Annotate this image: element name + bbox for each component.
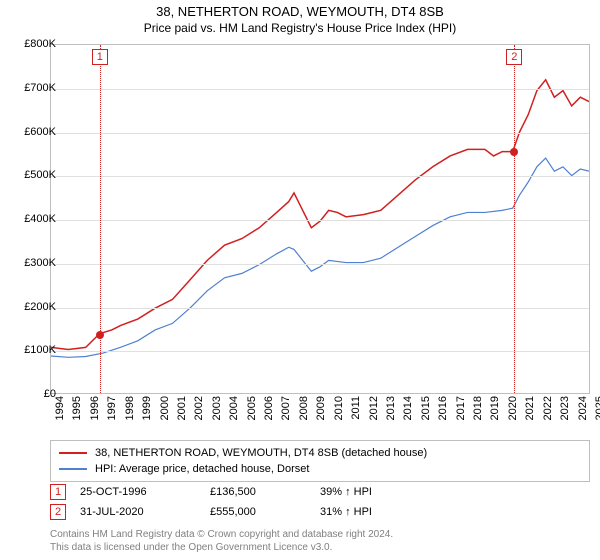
x-axis-label: 2019 xyxy=(489,396,501,436)
chart-lines-svg xyxy=(51,45,589,393)
legend-swatch xyxy=(59,452,87,454)
x-axis-label: 1995 xyxy=(71,396,83,436)
x-axis-label: 2013 xyxy=(385,396,397,436)
legend-box: 38, NETHERTON ROAD, WEYMOUTH, DT4 8SB (d… xyxy=(50,440,590,482)
x-axis-label: 2012 xyxy=(368,396,380,436)
chart-marker-box: 1 xyxy=(92,49,108,65)
y-axis-label: £700K xyxy=(6,82,56,94)
x-axis-label: 2021 xyxy=(524,396,536,436)
transactions-table: 1 25-OCT-1996 £136,500 39% ↑ HPI 2 31-JU… xyxy=(50,482,590,522)
legend-label: HPI: Average price, detached house, Dors… xyxy=(95,463,309,475)
y-axis-label: £400K xyxy=(6,213,56,225)
transaction-date: 25-OCT-1996 xyxy=(80,486,210,498)
legend-swatch xyxy=(59,468,87,470)
x-axis-label: 2009 xyxy=(315,396,327,436)
table-row: 2 31-JUL-2020 £555,000 31% ↑ HPI xyxy=(50,502,590,522)
y-axis-label: £200K xyxy=(6,301,56,313)
x-axis-label: 1997 xyxy=(106,396,118,436)
x-axis-label: 1999 xyxy=(141,396,153,436)
x-axis-label: 2018 xyxy=(472,396,484,436)
x-axis-label: 2014 xyxy=(402,396,414,436)
x-axis-label: 2007 xyxy=(280,396,292,436)
table-row: 1 25-OCT-1996 £136,500 39% ↑ HPI xyxy=(50,482,590,502)
x-axis-label: 1994 xyxy=(54,396,66,436)
chart-container: 38, NETHERTON ROAD, WEYMOUTH, DT4 8SB Pr… xyxy=(0,0,600,560)
x-axis-label: 2001 xyxy=(176,396,188,436)
title-block: 38, NETHERTON ROAD, WEYMOUTH, DT4 8SB Pr… xyxy=(0,0,600,35)
x-axis-label: 2016 xyxy=(437,396,449,436)
x-axis-label: 2024 xyxy=(577,396,589,436)
x-axis-label: 2023 xyxy=(559,396,571,436)
x-axis-label: 2000 xyxy=(159,396,171,436)
footer-line: Contains HM Land Registry data © Crown c… xyxy=(50,528,590,541)
marker-box-icon: 2 xyxy=(50,504,66,520)
x-axis-label: 2022 xyxy=(542,396,554,436)
x-axis-label: 2010 xyxy=(333,396,345,436)
y-axis-label: £0 xyxy=(6,388,56,400)
transaction-diff: 31% ↑ HPI xyxy=(320,506,420,518)
x-axis-label: 2004 xyxy=(228,396,240,436)
plot-area: 12 xyxy=(50,44,590,394)
x-axis-label: 2003 xyxy=(211,396,223,436)
x-axis-label: 2008 xyxy=(298,396,310,436)
footer-attribution: Contains HM Land Registry data © Crown c… xyxy=(50,528,590,554)
marker-box-icon: 1 xyxy=(50,484,66,500)
transaction-date: 31-JUL-2020 xyxy=(80,506,210,518)
y-axis-label: £500K xyxy=(6,169,56,181)
x-axis-label: 2015 xyxy=(420,396,432,436)
x-axis-label: 2011 xyxy=(350,396,362,436)
x-axis-label: 2020 xyxy=(507,396,519,436)
x-axis-label: 2005 xyxy=(246,396,258,436)
x-axis-label: 2006 xyxy=(263,396,275,436)
chart-marker-box: 2 xyxy=(506,49,522,65)
y-axis-label: £300K xyxy=(6,257,56,269)
x-axis-label: 1996 xyxy=(89,396,101,436)
transaction-price: £555,000 xyxy=(210,506,320,518)
x-axis-label: 2017 xyxy=(455,396,467,436)
legend-item: 38, NETHERTON ROAD, WEYMOUTH, DT4 8SB (d… xyxy=(59,445,581,461)
transaction-price: £136,500 xyxy=(210,486,320,498)
y-axis-label: £600K xyxy=(6,126,56,138)
chart-subtitle: Price paid vs. HM Land Registry's House … xyxy=(0,21,600,35)
y-axis-label: £100K xyxy=(6,344,56,356)
y-axis-label: £800K xyxy=(6,38,56,50)
footer-line: This data is licensed under the Open Gov… xyxy=(50,541,590,554)
x-axis-label: 2025 xyxy=(594,396,600,436)
transaction-diff: 39% ↑ HPI xyxy=(320,486,420,498)
x-axis-label: 1998 xyxy=(124,396,136,436)
legend-label: 38, NETHERTON ROAD, WEYMOUTH, DT4 8SB (d… xyxy=(95,447,427,459)
x-axis-label: 2002 xyxy=(193,396,205,436)
legend-item: HPI: Average price, detached house, Dors… xyxy=(59,461,581,477)
chart-title: 38, NETHERTON ROAD, WEYMOUTH, DT4 8SB xyxy=(0,4,600,19)
